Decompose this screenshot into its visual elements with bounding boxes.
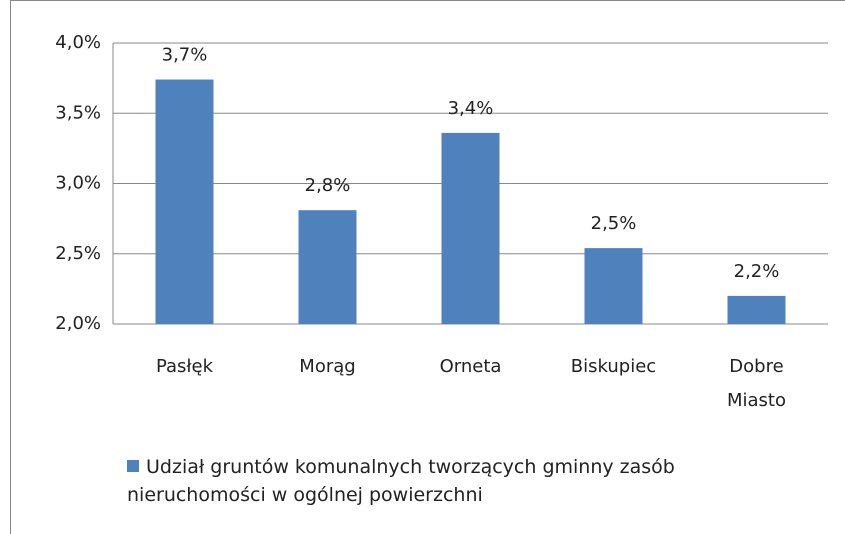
bar xyxy=(155,79,214,324)
x-tick-label: Biskupiec xyxy=(571,356,656,377)
data-label: 2,2% xyxy=(734,261,780,282)
x-tick-label: Orneta xyxy=(440,356,502,377)
bar xyxy=(298,210,357,324)
legend-swatch xyxy=(127,460,139,472)
data-label: 2,8% xyxy=(305,175,351,196)
bar xyxy=(727,295,786,324)
x-tick-label: Dobre Miasto xyxy=(727,356,786,411)
y-tick-label: 2,5% xyxy=(55,243,101,264)
data-label: 3,7% xyxy=(162,45,208,66)
bar xyxy=(441,132,500,324)
y-tick-label: 3,0% xyxy=(55,173,101,194)
legend-label: Udział gruntów komunalnych tworzących gm… xyxy=(127,456,675,506)
x-tick-label: Morąg xyxy=(299,356,355,377)
bar xyxy=(584,248,643,324)
data-label: 3,4% xyxy=(448,98,494,119)
data-label: 2,5% xyxy=(591,213,637,234)
x-tick-label: Pasłęk xyxy=(156,356,214,377)
legend: Udział gruntów komunalnych tworzących gm… xyxy=(127,453,807,509)
y-tick-label: 3,5% xyxy=(55,102,101,123)
y-tick-label: 2,0% xyxy=(55,313,101,334)
y-tick-label: 4,0% xyxy=(55,32,101,53)
